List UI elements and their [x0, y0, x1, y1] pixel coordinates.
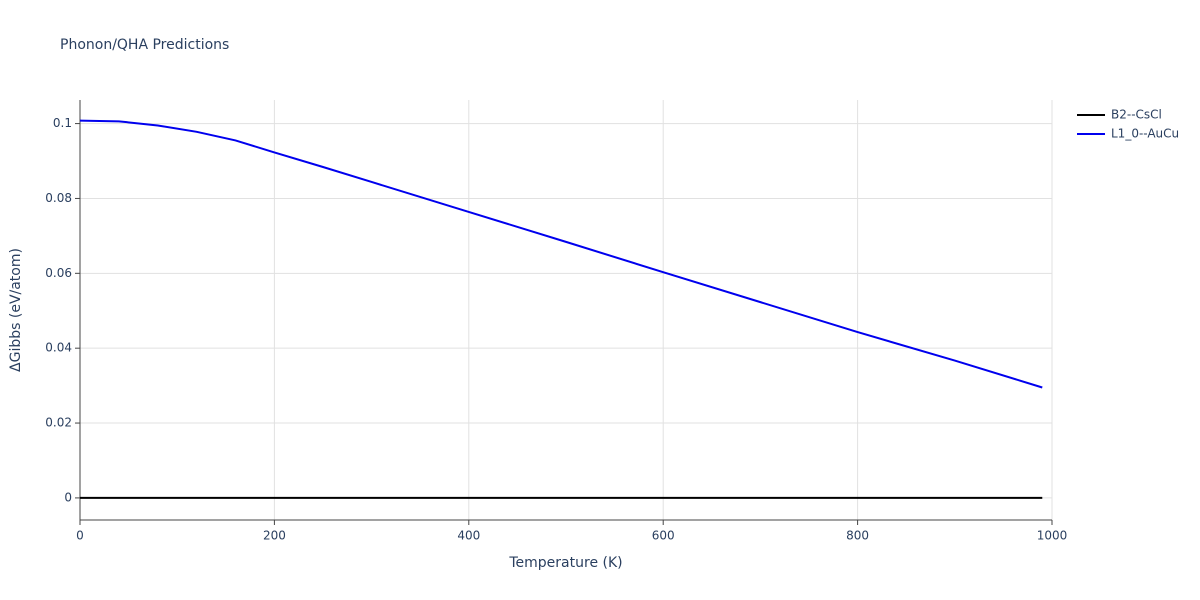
y-tick-label: 0.02 — [45, 416, 72, 430]
y-tick-label: 0.06 — [45, 266, 72, 280]
data-line — [79, 119, 1043, 389]
x-tick-label: 400 — [457, 529, 480, 543]
y-axis-label: ΔGibbs (eV/atom) — [8, 248, 24, 372]
x-axis-label: Temperature (K) — [508, 555, 622, 571]
y-tick-label: 0.1 — [53, 116, 72, 130]
x-tick-label: 1000 — [1037, 529, 1068, 543]
legend-label: B2--CsCl — [1111, 108, 1162, 122]
x-tick-label: 800 — [846, 529, 869, 543]
y-tick-label: 0.04 — [45, 341, 72, 355]
x-tick-label: 0 — [76, 529, 84, 543]
y-tick-label: 0 — [64, 490, 72, 504]
y-tick-label: 0.08 — [45, 191, 72, 205]
x-tick-label: 600 — [652, 529, 675, 543]
chart-title: Phonon/QHA Predictions — [60, 37, 229, 53]
legend-label: L1_0--AuCu — [1111, 127, 1179, 141]
x-tick-label: 200 — [263, 529, 286, 543]
